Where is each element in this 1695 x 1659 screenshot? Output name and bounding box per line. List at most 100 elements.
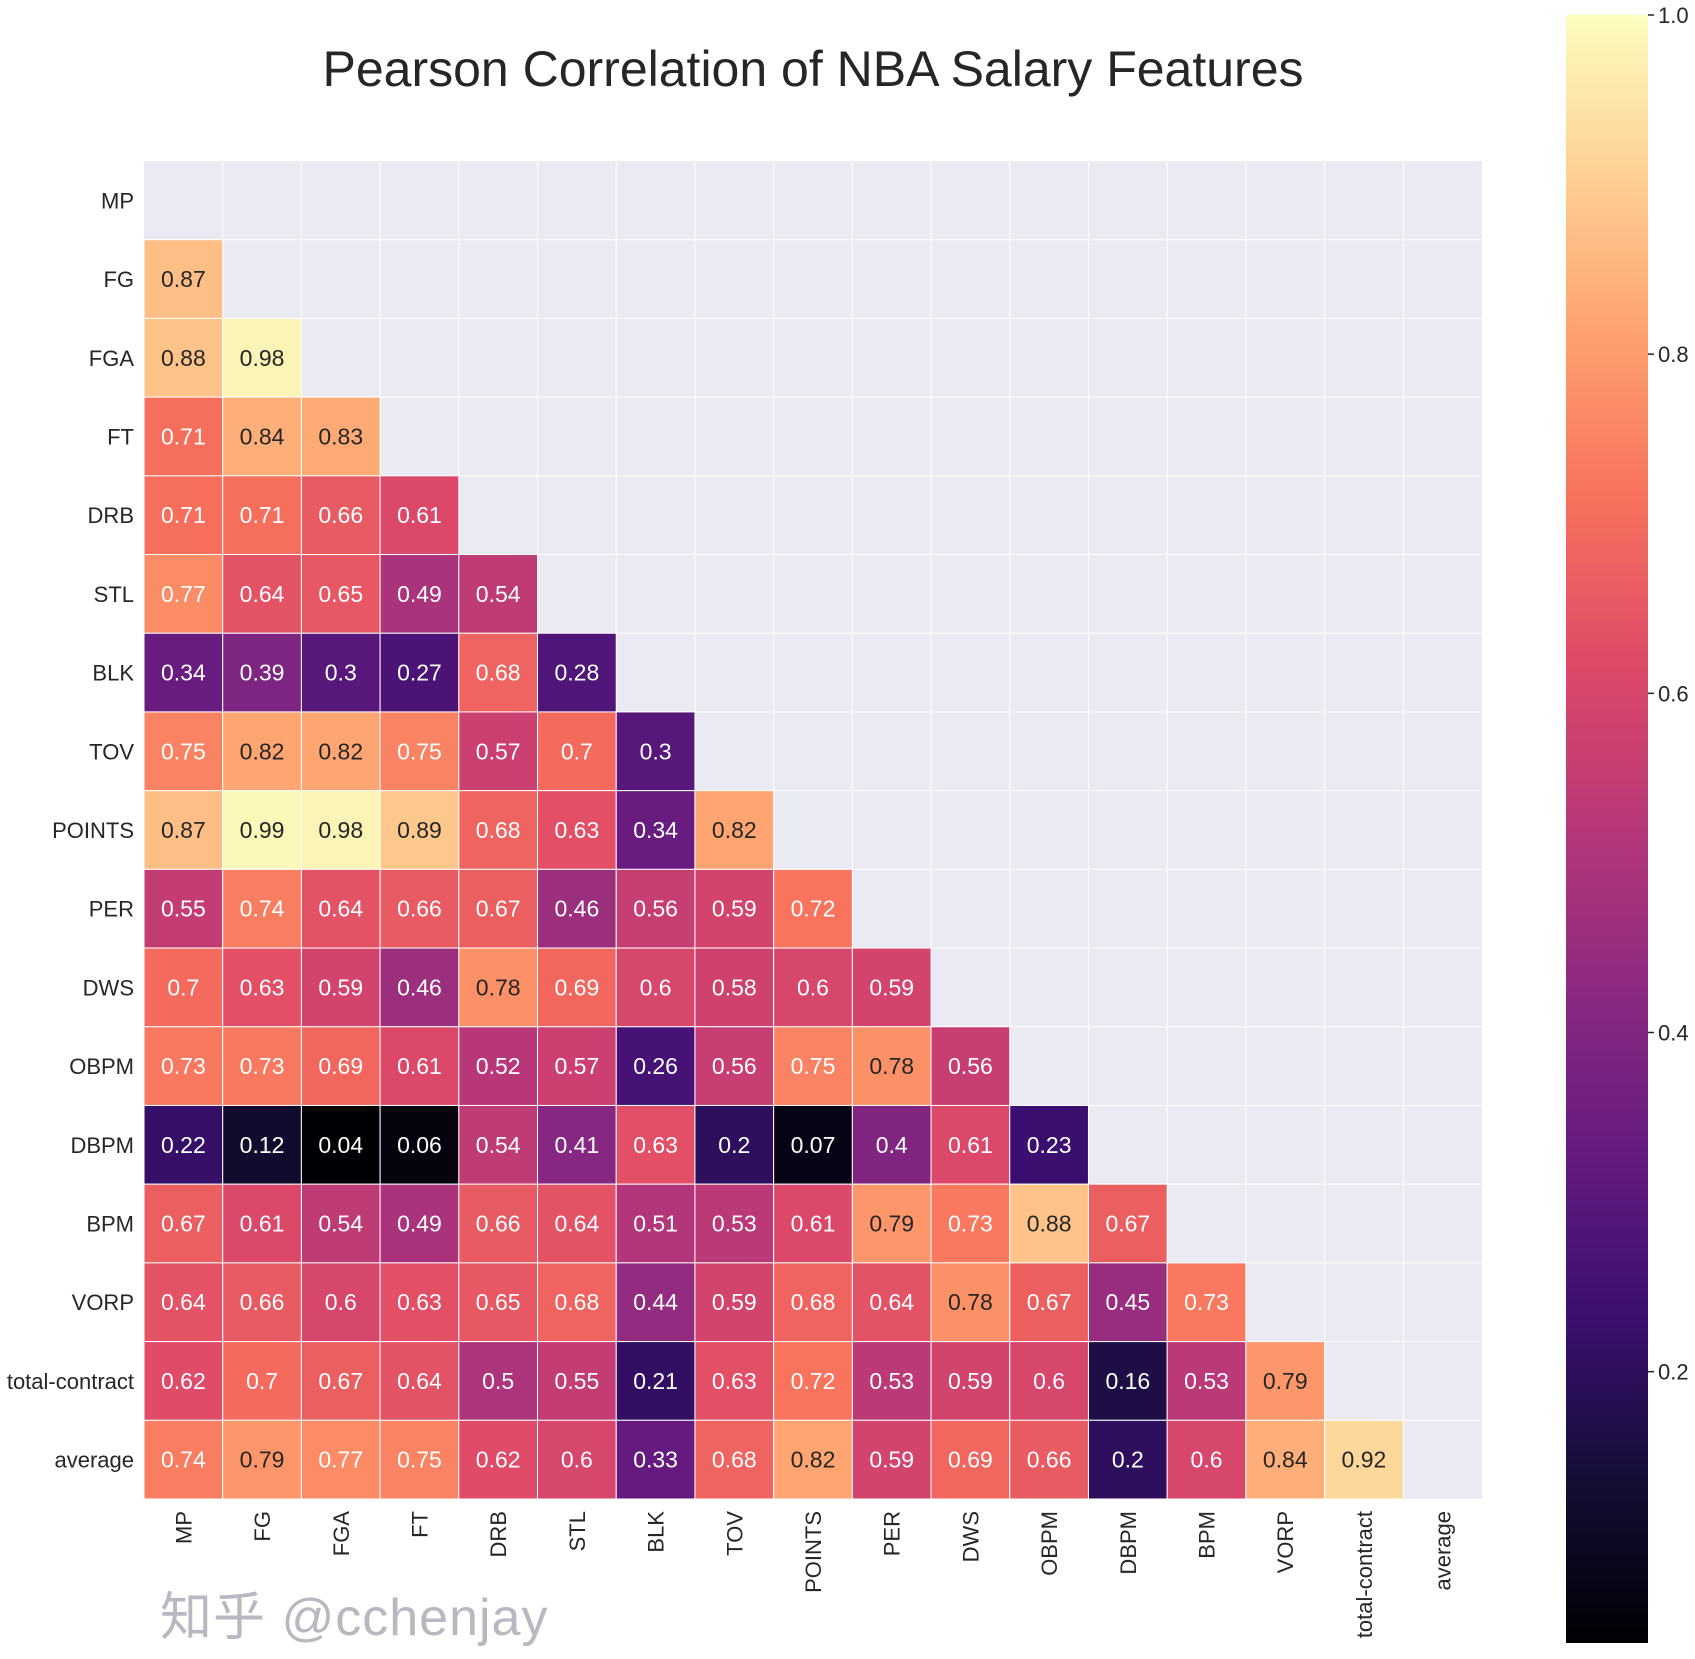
heatmap-cell	[851, 947, 932, 1028]
cell-value-label: 0.33	[633, 1447, 678, 1473]
cell-value-label: 0.74	[240, 896, 285, 922]
cell-value-label: 0.64	[161, 1289, 206, 1315]
cell-value-label: 0.04	[318, 1132, 363, 1158]
cell-value-label: 0.78	[476, 974, 521, 1000]
heatmap-cell	[300, 396, 381, 477]
cell-value-label: 0.78	[869, 1053, 914, 1079]
heatmap-cell	[143, 1104, 224, 1185]
cell-value-label: 0.6	[1033, 1368, 1065, 1394]
heatmap-cell	[458, 711, 539, 792]
cell-value-label: 0.67	[318, 1368, 363, 1394]
cell-value-label: 0.56	[948, 1053, 993, 1079]
cell-value-label: 0.82	[240, 738, 285, 764]
x-tick-label: DWS	[958, 1511, 983, 1562]
cell-value-label: 0.63	[240, 974, 285, 1000]
heatmap-cell	[773, 1419, 853, 1500]
heatmap-cell	[1009, 1419, 1089, 1500]
heatmap-cell	[537, 711, 617, 792]
cell-value-label: 0.73	[948, 1211, 993, 1237]
heatmap-cell	[458, 1183, 539, 1264]
cell-value-label: 0.64	[240, 581, 285, 607]
cell-value-label: 0.62	[476, 1447, 521, 1473]
cell-value-label: 0.89	[397, 817, 442, 843]
cell-value-label: 0.6	[325, 1289, 357, 1315]
cell-value-label: 0.28	[554, 660, 599, 686]
cell-value-label: 0.16	[1105, 1368, 1150, 1394]
heatmap-cell	[300, 1183, 381, 1264]
heatmap-cell	[537, 868, 617, 949]
x-tick-label: VORP	[1273, 1511, 1298, 1573]
colorbar-tick-label: 0.4	[1658, 1021, 1689, 1046]
x-tick-label: total-contract	[1352, 1511, 1377, 1638]
cell-value-label: 0.49	[397, 1211, 442, 1237]
cell-value-label: 0.75	[161, 738, 206, 764]
cell-value-label: 0.49	[397, 581, 442, 607]
heatmap-cell	[851, 1419, 932, 1500]
cell-value-label: 0.64	[554, 1211, 599, 1237]
cell-value-label: 0.62	[161, 1368, 206, 1394]
heatmap-cell	[379, 1104, 460, 1185]
x-tick-label: OBPM	[1037, 1511, 1062, 1576]
y-tick-label: FG	[103, 267, 134, 292]
heatmap-cell	[379, 1026, 460, 1106]
heatmap-cell	[1166, 1419, 1247, 1500]
heatmap-cell	[773, 1104, 853, 1185]
colorbar	[1566, 15, 1648, 1643]
heatmap-cell	[379, 1183, 460, 1264]
heatmap-cell	[222, 632, 302, 713]
heatmap-cell	[300, 868, 381, 949]
y-tick-label: BPM	[86, 1212, 134, 1237]
heatmap-cell	[143, 632, 224, 713]
cell-value-label: 0.59	[869, 974, 914, 1000]
cell-value-label: 0.3	[325, 660, 357, 686]
heatmap-cell	[222, 711, 302, 792]
cell-value-label: 0.57	[554, 1053, 599, 1079]
cell-value-label: 0.52	[476, 1053, 521, 1079]
cell-value-label: 0.84	[240, 423, 285, 449]
heatmap-cell	[300, 711, 381, 792]
heatmap-cell	[379, 1341, 460, 1421]
cell-value-label: 0.66	[476, 1211, 521, 1237]
heatmap-cell	[773, 868, 853, 949]
cell-value-label: 0.68	[712, 1447, 757, 1473]
heatmap-cell	[537, 632, 617, 713]
heatmap-cell	[773, 947, 853, 1028]
heatmap-cell	[694, 1262, 775, 1343]
cell-value-label: 0.59	[869, 1447, 914, 1473]
cell-value-label: 0.63	[712, 1368, 757, 1394]
heatmap-cell	[300, 632, 381, 713]
cell-value-label: 0.61	[397, 1053, 442, 1079]
heatmap-cell	[1087, 1419, 1168, 1500]
cell-value-label: 0.53	[712, 1211, 757, 1237]
heatmap-cell	[143, 554, 224, 634]
cell-value-label: 0.65	[318, 581, 363, 607]
heatmap-cell	[143, 396, 224, 477]
heatmap-cell	[615, 1341, 696, 1421]
cell-value-label: 0.78	[948, 1289, 993, 1315]
heatmap-cell	[851, 1341, 932, 1421]
cell-value-label: 0.64	[397, 1368, 442, 1394]
cell-value-label: 0.63	[554, 817, 599, 843]
heatmap-cell	[615, 1419, 696, 1500]
heatmap-cell	[143, 790, 224, 870]
cell-value-label: 0.92	[1342, 1447, 1387, 1473]
y-tick-label: DRB	[88, 503, 134, 528]
y-tick-label: FGA	[89, 346, 135, 371]
colorbar-tick-label: 1.0	[1658, 3, 1689, 28]
y-tick-label: OBPM	[69, 1054, 134, 1079]
cell-value-label: 0.2	[1112, 1447, 1144, 1473]
cell-value-label: 0.51	[633, 1211, 678, 1237]
heatmap-cell	[458, 1026, 539, 1106]
heatmap-cell	[773, 1183, 853, 1264]
cell-value-label: 0.66	[397, 896, 442, 922]
cell-value-label: 0.73	[1184, 1289, 1229, 1315]
cell-value-label: 0.64	[318, 896, 363, 922]
heatmap-cell	[930, 1104, 1011, 1185]
cell-value-label: 0.7	[246, 1368, 278, 1394]
cell-value-label: 0.23	[1027, 1132, 1072, 1158]
cell-value-label: 0.88	[1027, 1211, 1072, 1237]
heatmap-cell	[458, 1104, 539, 1185]
heatmap-cell	[379, 554, 460, 634]
heatmap-cell	[851, 1104, 932, 1185]
